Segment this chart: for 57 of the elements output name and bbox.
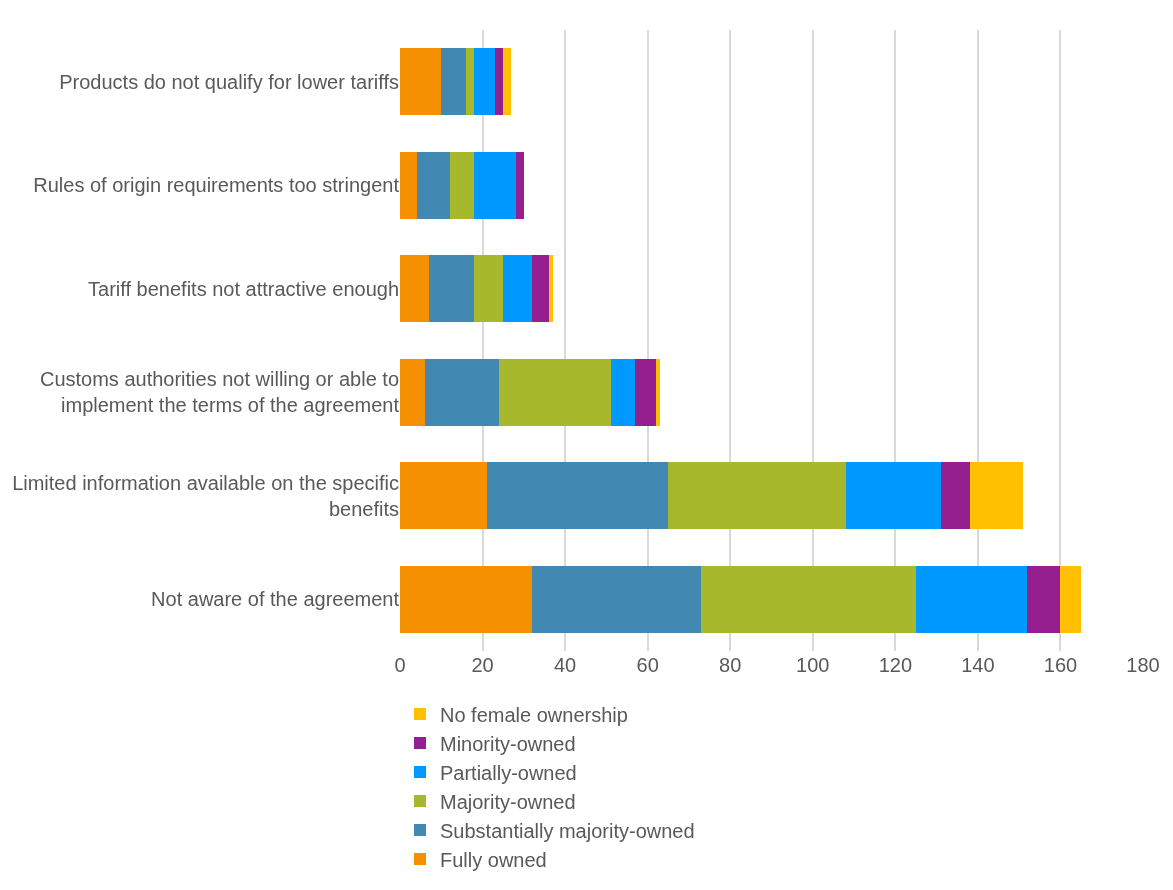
bar	[701, 565, 916, 633]
bar	[400, 565, 533, 633]
bar	[499, 358, 611, 426]
bar	[416, 151, 450, 219]
bar	[655, 358, 661, 426]
x-tick-label: 80	[719, 654, 742, 676]
bar	[486, 462, 669, 530]
x-tick-label: 60	[636, 654, 659, 676]
legend-label: Minority-owned	[440, 732, 576, 755]
y-tick-label: Customs authorities not willing or able to implement the terms of the agreement	[39, 368, 400, 417]
x-tick-label: 20	[471, 654, 494, 676]
bar	[474, 151, 516, 219]
legend-label: Partially-owned	[440, 761, 577, 784]
bar	[635, 358, 656, 426]
bar	[494, 48, 504, 116]
bar	[915, 565, 1028, 633]
bar	[400, 462, 487, 530]
bar	[969, 462, 1024, 530]
bar	[449, 151, 475, 219]
legend-label: Fully owned	[440, 848, 547, 871]
x-tick-label: 120	[878, 654, 913, 676]
bar	[1060, 565, 1082, 633]
bar	[845, 462, 941, 530]
bar	[474, 255, 504, 323]
bar	[1027, 565, 1061, 633]
bar	[532, 255, 549, 323]
bar	[424, 358, 500, 426]
bar	[503, 48, 512, 116]
bar	[466, 48, 475, 116]
bar	[400, 48, 442, 116]
bar	[428, 255, 475, 323]
bar	[610, 358, 636, 426]
bar	[441, 48, 467, 116]
bar	[503, 255, 533, 323]
y-tick-label: Rules of origin requirements too stringent	[33, 174, 400, 197]
bar	[668, 462, 846, 530]
x-tick-label: 40	[553, 654, 577, 676]
y-tick-label: Limited information available on the specific benefits	[12, 471, 399, 520]
y-tick-label: Tariff benefits not attractive enough	[88, 277, 399, 300]
y-tick-label: Products do not qualify for lower tariffs	[59, 70, 399, 93]
x-tick-label: 100	[796, 654, 830, 676]
x-tick-label: 160	[1043, 654, 1078, 676]
x-tick-label: 180	[1126, 654, 1160, 676]
bar	[548, 255, 553, 323]
bar	[532, 565, 702, 633]
bar	[400, 151, 417, 219]
bar	[940, 462, 970, 530]
x-tick-label: 0	[394, 654, 406, 676]
bar	[474, 48, 495, 116]
bar	[400, 255, 429, 323]
legend-label: Substantially majority-owned	[440, 819, 695, 842]
y-tick-label: Not aware of the agreement	[151, 588, 400, 611]
x-tick-label: 140	[961, 654, 995, 676]
legend-label: Majority-owned	[440, 790, 576, 813]
legend-label: No female ownership	[440, 703, 628, 726]
bar	[400, 358, 425, 426]
bar	[515, 151, 524, 219]
